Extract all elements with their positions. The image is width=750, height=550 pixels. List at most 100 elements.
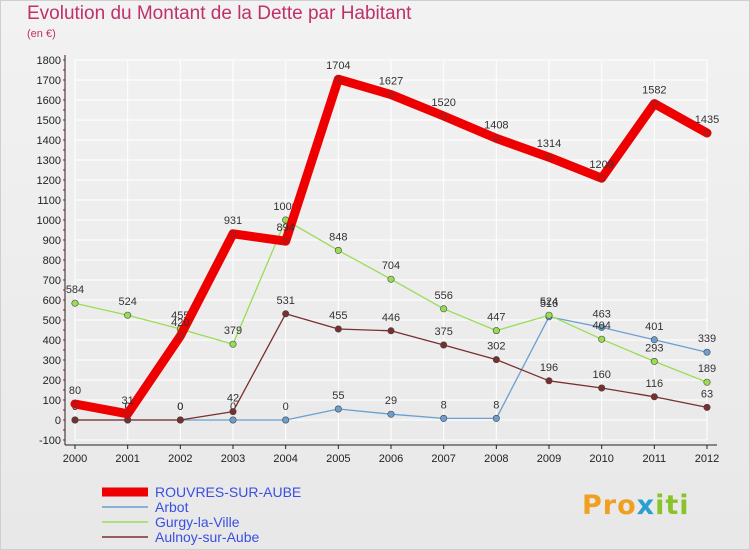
data-point	[71, 299, 79, 307]
y-tick-label: 1300	[37, 155, 61, 167]
data-label: 894	[276, 222, 294, 234]
data-label: 1704	[326, 60, 350, 72]
data-point	[282, 416, 290, 424]
y-tick-label: 600	[43, 295, 61, 307]
data-point	[387, 327, 395, 335]
x-tick-label: 2000	[63, 453, 87, 465]
data-point	[598, 323, 606, 331]
data-label: 401	[645, 321, 663, 333]
data-point	[598, 174, 605, 182]
data-label: 524	[540, 296, 558, 308]
data-point	[598, 384, 606, 392]
data-point	[703, 129, 711, 137]
data-point	[229, 230, 237, 238]
x-tick-label: 2006	[379, 453, 403, 465]
y-tick-label: 700	[43, 275, 61, 287]
x-tick-label: 2010	[589, 453, 613, 465]
data-label: 704	[382, 260, 400, 272]
data-label: 31	[122, 395, 134, 407]
chart-unit-subtitle: (en €)	[27, 28, 56, 40]
data-label: 0	[283, 401, 289, 413]
y-tick-label: 800	[43, 255, 61, 267]
data-label: 8	[441, 399, 447, 411]
y-tick-label: 1700	[37, 75, 61, 87]
data-point	[440, 341, 448, 349]
data-label: 196	[540, 362, 558, 374]
data-point	[334, 246, 342, 254]
data-point	[650, 393, 658, 401]
data-label: 931	[224, 215, 242, 227]
data-label: 1314	[537, 138, 561, 150]
data-point	[650, 357, 658, 365]
data-point	[229, 340, 237, 348]
data-label: 516	[540, 298, 558, 310]
y-tick-label: 1000	[37, 215, 61, 227]
x-tick-label: 2007	[431, 453, 455, 465]
legend: ROUVRES-SUR-AUBEArbotGurgy-la-VilleAulno…	[102, 484, 301, 545]
x-tick-label: 2002	[168, 453, 192, 465]
y-tick-label: -100	[39, 435, 61, 447]
data-label: 80	[69, 385, 81, 397]
legend-label: Gurgy-la-Ville	[155, 514, 240, 530]
grid-lines	[74, 59, 708, 441]
data-point	[334, 405, 342, 413]
x-tick-label: 2004	[273, 453, 297, 465]
data-point	[229, 416, 237, 424]
data-point	[282, 310, 290, 318]
x-tick-label: 2003	[221, 453, 245, 465]
data-label: 1582	[642, 85, 666, 97]
proxiti-logo: Proxiti	[582, 490, 690, 521]
data-label: 0	[177, 401, 183, 413]
data-label: 29	[385, 395, 397, 407]
data-point	[703, 348, 711, 356]
data-label: 293	[645, 342, 663, 354]
data-label: 404	[592, 320, 610, 332]
legend-label: ROUVRES-SUR-AUBE	[155, 484, 301, 500]
data-label: 463	[592, 308, 610, 320]
data-point	[334, 325, 342, 333]
data-label: 375	[434, 326, 452, 338]
data-point	[71, 416, 79, 424]
data-point	[124, 311, 132, 319]
y-tick-label: 1600	[37, 95, 61, 107]
x-tick-label: 2009	[537, 453, 561, 465]
data-label: 379	[224, 325, 242, 337]
data-label: 339	[698, 333, 716, 345]
data-label: 1209	[589, 159, 613, 171]
data-point	[387, 410, 395, 418]
data-label: 556	[434, 290, 452, 302]
series-aulnoy-sur-aube: 0004253145544637530219616011663	[71, 295, 713, 424]
chart-title: Evolution du Montant de la Dette par Hab…	[27, 3, 412, 24]
data-point	[598, 335, 606, 343]
x-tick-label: 2012	[695, 453, 719, 465]
data-label: 55	[332, 390, 344, 402]
data-label: 1408	[484, 119, 508, 131]
data-label: 447	[487, 312, 505, 324]
data-label: 0	[177, 401, 183, 413]
data-point	[440, 305, 448, 313]
data-label: 531	[276, 295, 294, 307]
y-tick-label: 500	[43, 315, 61, 327]
legend-label: Aulnoy-sur-Aube	[155, 529, 259, 545]
data-label: 446	[382, 312, 400, 324]
data-label: 848	[329, 231, 347, 243]
data-point	[703, 378, 711, 386]
data-point	[124, 410, 131, 418]
data-point	[440, 414, 448, 422]
data-point	[651, 100, 658, 107]
y-tick-label: 1400	[37, 135, 61, 147]
data-label: 524	[118, 296, 136, 308]
data-label: 1627	[379, 76, 403, 88]
data-point	[545, 311, 553, 319]
x-tick-label: 2005	[326, 453, 350, 465]
data-point	[703, 403, 711, 411]
x-tick-label: 2011	[643, 453, 667, 465]
data-label: 584	[66, 284, 84, 296]
data-label: 1520	[431, 97, 455, 109]
data-point	[176, 416, 184, 424]
data-label: 116	[646, 378, 664, 390]
data-label: 42	[227, 393, 239, 405]
data-point	[650, 336, 658, 344]
data-label: 63	[701, 388, 713, 400]
